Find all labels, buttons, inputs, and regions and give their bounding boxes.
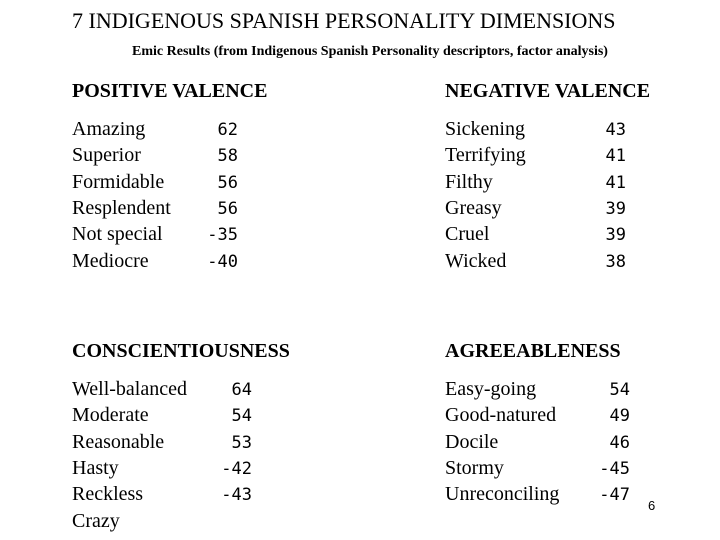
loading: 53 [231, 432, 252, 453]
descriptor: Reasonable [72, 430, 165, 453]
descriptor: Greasy [445, 196, 502, 219]
descriptor: Formidable [72, 170, 165, 193]
descriptor: Stormy [445, 456, 504, 479]
descriptor: Easy-going [445, 378, 537, 400]
loading: 41 [605, 146, 626, 167]
loading: 46 [609, 432, 630, 453]
loading: 43 [605, 120, 626, 140]
descriptor: Sickening [445, 118, 525, 140]
descriptor: Filthy [445, 170, 493, 193]
loading: 39 [605, 198, 626, 219]
title: 7 INDIGENOUS SPANISH PERSONALITY DIMENSI… [72, 8, 616, 33]
loading: 38 [605, 251, 626, 272]
descriptor: Wicked [445, 249, 507, 272]
descriptor: Resplendent [72, 196, 171, 219]
loading: -42 [221, 458, 252, 479]
loading: -43 [221, 485, 252, 506]
section-heading: AGREEABLENESS [445, 340, 621, 362]
loading: -45 [599, 458, 630, 479]
descriptor: Mediocre [72, 249, 149, 272]
descriptor: Reckless [72, 483, 144, 506]
page-number: 6 [648, 498, 656, 513]
descriptor: Moderate [72, 404, 149, 427]
descriptor: Amazing [72, 118, 146, 140]
loading: 41 [605, 172, 626, 193]
descriptor: Terrifying [445, 144, 526, 167]
descriptor: Crazy [72, 509, 120, 532]
descriptor: Docile [445, 430, 499, 453]
section-heading: NEGATIVE VALENCE [445, 80, 651, 102]
section-heading: POSITIVE VALENCE [72, 80, 268, 102]
loading: 54 [231, 406, 252, 427]
loading: 54 [609, 380, 630, 400]
loading: 62 [217, 120, 238, 140]
loading: 56 [217, 172, 238, 193]
loading: 58 [217, 146, 238, 167]
descriptor: Unreconciling [445, 483, 560, 506]
loading: -47 [599, 485, 630, 506]
descriptor: Not special [72, 223, 163, 246]
loading: 64 [231, 380, 252, 400]
loading: -35 [207, 225, 238, 246]
loading: 39 [605, 225, 626, 246]
descriptor: Superior [72, 144, 141, 167]
section-heading: CONSCIENTIOUSNESS [72, 340, 290, 362]
descriptor: Hasty [72, 456, 119, 479]
loading: -40 [207, 251, 238, 272]
descriptor: Cruel [445, 223, 490, 246]
loading: 49 [609, 406, 630, 427]
loading: 56 [217, 198, 238, 219]
subtitle: Emic Results (from Indigenous Spanish Pe… [132, 44, 608, 59]
descriptor: Well-balanced [72, 378, 187, 400]
descriptor: Good-natured [445, 404, 557, 427]
